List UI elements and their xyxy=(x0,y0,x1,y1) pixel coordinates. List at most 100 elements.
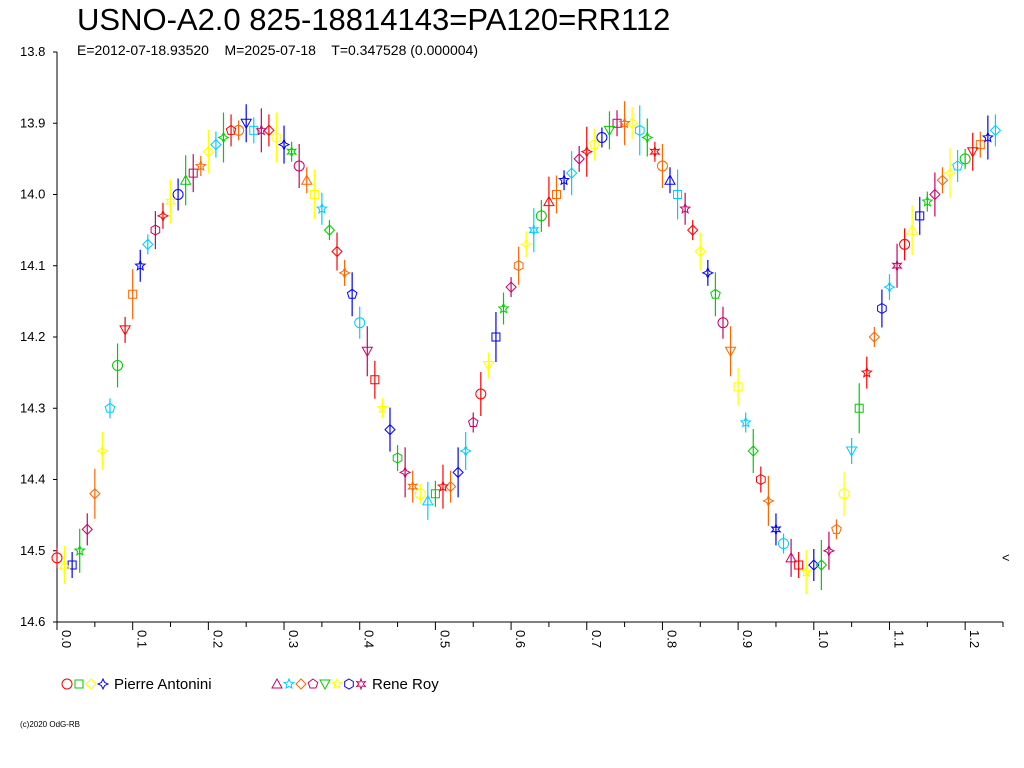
data-point-circle xyxy=(959,153,971,165)
data-point-diamond xyxy=(202,146,215,158)
data-point-star xyxy=(398,466,412,479)
y-tick-label: 14.3 xyxy=(20,400,45,415)
data-point-star xyxy=(96,677,110,691)
data-point-star xyxy=(943,166,957,180)
data-point-star xyxy=(528,223,540,237)
data-point-triangle-down xyxy=(119,325,131,336)
data-point-triangle-down xyxy=(482,361,495,372)
data-point-triangle-down xyxy=(724,346,737,358)
y-tick-label: 14.2 xyxy=(20,329,45,344)
data-point-star xyxy=(134,259,147,271)
data-point-pentagon xyxy=(952,160,963,171)
data-point-star xyxy=(580,145,594,158)
data-point-hexagon xyxy=(513,260,524,272)
data-point-star xyxy=(164,195,177,209)
data-point-circle xyxy=(354,317,366,329)
data-point-diamond xyxy=(815,559,828,571)
data-point-pentagon xyxy=(589,138,600,150)
data-point-hexagon xyxy=(756,473,766,486)
data-point-star xyxy=(459,444,472,458)
data-point-star xyxy=(981,131,994,143)
data-point-triangle-down xyxy=(966,147,979,158)
data-point-circle xyxy=(717,317,729,329)
right-axis-marker: < xyxy=(1002,550,1010,565)
data-point-triangle xyxy=(543,195,555,207)
data-point-triangle-down xyxy=(319,679,331,691)
data-point-square xyxy=(370,375,380,385)
data-point-circle xyxy=(656,160,668,172)
data-point-hexagon xyxy=(634,124,645,136)
x-tick-label: 0.6 xyxy=(513,630,528,648)
data-point-circle xyxy=(899,238,911,250)
data-point-circle xyxy=(778,538,790,550)
legend-series-label: Rene Roy xyxy=(372,676,439,693)
data-point-square xyxy=(551,190,561,199)
data-point-hexagon xyxy=(271,131,282,144)
data-point-hexagon xyxy=(392,452,403,464)
data-point-star xyxy=(883,280,896,294)
data-point-diamond xyxy=(142,238,154,251)
data-point-star xyxy=(73,544,86,556)
data-point-square xyxy=(794,560,804,570)
data-point-star xyxy=(800,565,813,578)
data-point-square xyxy=(67,560,77,570)
data-point-circle xyxy=(51,552,63,564)
x-tick-label: 0.0 xyxy=(59,630,74,648)
data-point-diamond xyxy=(505,281,517,293)
x-tick-label: 1.0 xyxy=(816,630,831,648)
data-point-star xyxy=(891,259,903,273)
data-point-star xyxy=(338,266,351,280)
data-point-circle xyxy=(414,488,426,500)
y-tick-label: 14.1 xyxy=(20,258,45,273)
x-tick-label: 1.1 xyxy=(891,630,906,648)
data-point-circle xyxy=(535,210,547,222)
data-point-circle xyxy=(112,360,124,371)
data-point-square xyxy=(491,332,501,342)
data-point-star xyxy=(282,677,296,690)
data-point-diamond xyxy=(295,678,307,690)
x-tick-label: 0.2 xyxy=(210,630,225,648)
chart-title: USNO-A2.0 825-18814143=PA120=RR112 xyxy=(77,2,671,37)
legend-series-label: Pierre Antonini xyxy=(114,676,212,693)
x-tick-label: 0.9 xyxy=(740,630,755,648)
data-point-square xyxy=(915,211,925,221)
data-point-circle xyxy=(293,160,305,172)
data-point-diamond xyxy=(89,488,101,500)
data-point-star xyxy=(860,366,873,378)
data-point-triangle xyxy=(271,677,283,689)
data-point-star xyxy=(739,416,752,428)
axes xyxy=(56,52,1003,624)
x-tick-label: 0.7 xyxy=(589,630,604,648)
data-point-circle xyxy=(233,124,245,136)
data-point-star xyxy=(330,677,344,690)
data-point-star xyxy=(558,173,571,186)
data-point-diamond xyxy=(694,245,706,258)
data-point-star xyxy=(217,131,230,144)
data-point-diamond xyxy=(929,188,941,201)
data-point-diamond xyxy=(210,138,222,151)
data-point-pentagon xyxy=(710,288,721,299)
data-point-pentagon xyxy=(307,678,319,689)
data-points xyxy=(51,116,1002,578)
x-tick-label: 1.2 xyxy=(967,630,982,648)
data-point-diamond xyxy=(989,124,1002,137)
data-point-circle xyxy=(596,132,608,143)
data-point-star xyxy=(376,402,389,414)
data-point-square xyxy=(74,679,84,689)
data-point-square xyxy=(128,289,138,299)
data-point-star xyxy=(194,159,207,172)
data-point-triangle-down xyxy=(603,125,616,137)
data-point-star xyxy=(286,145,298,159)
data-point-square xyxy=(430,489,440,499)
data-point-triangle xyxy=(58,558,71,570)
data-point-star xyxy=(96,444,109,458)
data-point-pentagon xyxy=(346,288,358,299)
data-point-star xyxy=(520,238,533,251)
x-tick-label: 0.5 xyxy=(437,630,452,648)
data-point-star xyxy=(156,209,170,223)
data-point-star xyxy=(315,202,328,214)
tick-labels: 13.8 13.9 14.0 14.1 14.2 14.3 14.4 14.5 14.6 <0.0… xyxy=(20,44,1010,648)
data-point-pentagon xyxy=(225,124,237,135)
data-point-diamond xyxy=(936,174,949,186)
